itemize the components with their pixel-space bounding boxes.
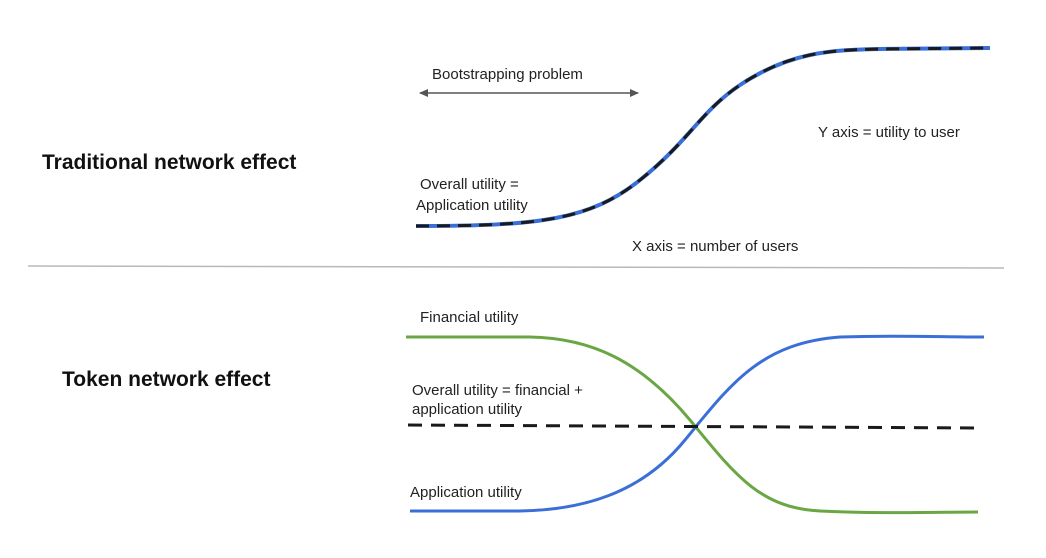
overall-utility-flat-line [407,423,981,430]
overall-utility-label-line2: Application utility [416,197,528,214]
application-utility-label: Application utility [410,484,522,501]
section-divider [27,265,1005,269]
x-axis-label: X axis = number of users [632,238,799,255]
traditional-network-effect-title: Traditional network effect [42,151,297,174]
application-utility-curve-top [415,46,991,228]
y-axis-label: Y axis = utility to user [818,124,960,141]
financial-utility-curve [406,335,979,515]
application-utility-curve-bottom [410,334,985,513]
bootstrapping-problem-label: Bootstrapping problem [432,66,583,83]
token-network-effect-title: Token network effect [62,368,271,391]
financial-utility-label: Financial utility [420,309,519,326]
overall-utility-sum-label-line2: application utility [412,401,523,418]
overall-utility-label-line1: Overall utility = [420,176,519,193]
overall-utility-sum-label-line1: Overall utility = financial + [412,382,583,399]
overall-utility-curve-top [415,46,991,228]
